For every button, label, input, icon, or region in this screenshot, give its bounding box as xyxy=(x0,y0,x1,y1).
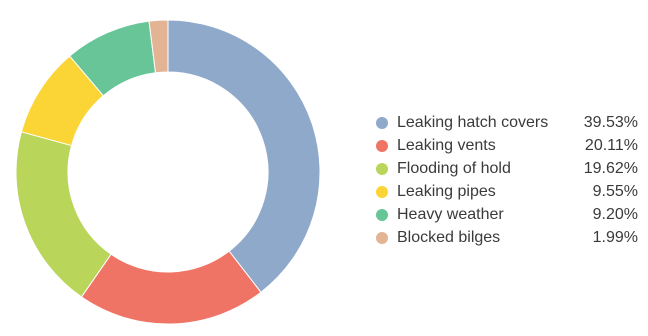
donut-slice xyxy=(80,250,262,325)
legend-label: Leaking vents xyxy=(397,136,496,154)
donut-slice xyxy=(15,131,112,298)
legend-label: Flooding of hold xyxy=(397,159,511,177)
legend-value: 20.11% xyxy=(584,136,638,154)
legend-swatch xyxy=(376,139,388,152)
legend-item: Leaking pipes 9.55% xyxy=(376,180,638,203)
legend-item: Flooding of hold 19.62% xyxy=(376,157,638,180)
legend-label: Leaking pipes xyxy=(397,182,496,200)
legend-value: 9.55% xyxy=(592,182,638,200)
donut-slice xyxy=(148,19,169,74)
legend-value: 9.20% xyxy=(592,205,638,223)
legend: Leaking hatch covers 39.53% Leaking vent… xyxy=(376,111,638,249)
legend-swatch xyxy=(376,162,388,175)
legend-item: Leaking vents 20.11% xyxy=(376,134,638,157)
legend-value: 39.53% xyxy=(583,113,638,131)
legend-value: 1.99% xyxy=(592,228,638,246)
donut-slice xyxy=(167,19,321,293)
legend-label: Heavy weather xyxy=(397,205,504,223)
legend-value: 19.62% xyxy=(583,159,638,177)
donut-slices xyxy=(15,19,321,325)
legend-swatch xyxy=(376,208,388,221)
legend-swatch xyxy=(376,116,388,129)
legend-item: Blocked bilges 1.99% xyxy=(376,226,638,249)
legend-item: Heavy weather 9.20% xyxy=(376,203,638,226)
legend-swatch xyxy=(376,231,388,244)
legend-item: Leaking hatch covers 39.53% xyxy=(376,111,638,134)
legend-label: Leaking hatch covers xyxy=(397,113,549,131)
legend-swatch xyxy=(376,185,388,198)
legend-label: Blocked bilges xyxy=(397,228,501,246)
